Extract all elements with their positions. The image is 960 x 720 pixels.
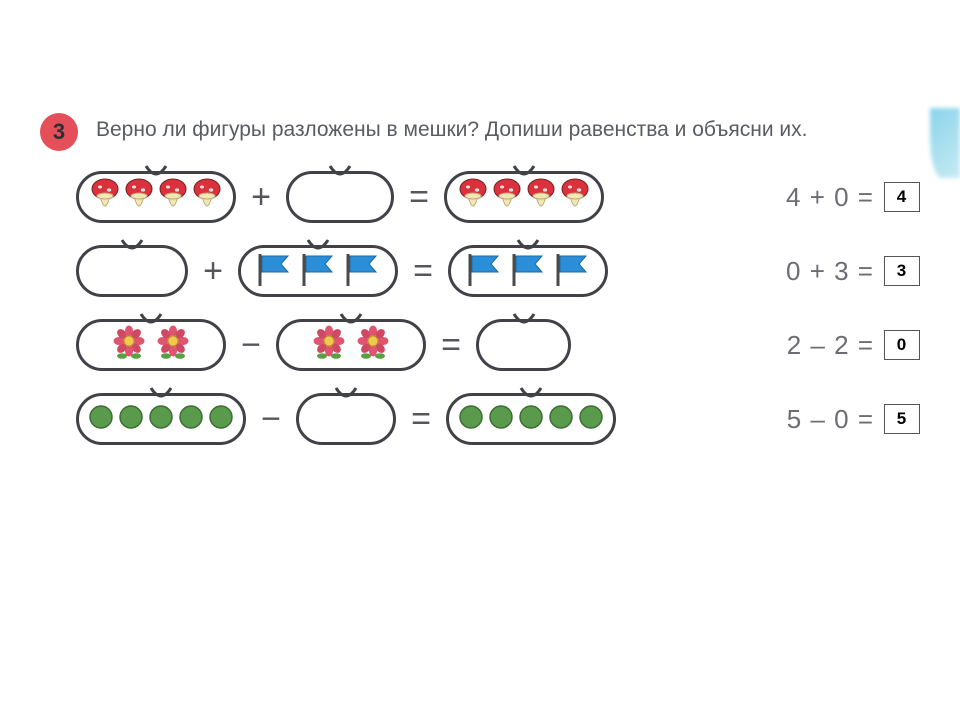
- circle-icon: [548, 404, 574, 435]
- answer-box[interactable]: 3: [884, 256, 920, 286]
- bag-c: [446, 393, 616, 445]
- numeric-equation: 4 + 0 = 4: [786, 182, 920, 213]
- circle-icon: [148, 404, 174, 435]
- numeric-equation: 2 – 2 = 0: [787, 330, 920, 361]
- decorative-corner: [930, 108, 960, 178]
- worksheet: 3 Верно ли фигуры разложены в мешки? Доп…: [0, 0, 960, 720]
- bag-a: [76, 171, 236, 223]
- flower-icon: [309, 323, 349, 368]
- circle-icon: [518, 404, 544, 435]
- operator: +: [198, 252, 228, 291]
- answer-box[interactable]: 0: [884, 330, 920, 360]
- flag-icon: [552, 250, 592, 293]
- equation-expression: 0 + 3 =: [786, 256, 874, 287]
- circle-icon: [88, 404, 114, 435]
- equation-row: − = 2 – 2 = 0: [76, 319, 920, 371]
- bag-tie-icon: [519, 386, 543, 400]
- answer-box[interactable]: 5: [884, 404, 920, 434]
- bag-c: [476, 319, 571, 371]
- badge-number: 3: [53, 119, 65, 145]
- bag-tie-icon: [149, 386, 173, 400]
- equation-expression: 2 – 2 =: [787, 330, 874, 361]
- bag-b: [276, 319, 426, 371]
- mushroom-icon: [458, 176, 488, 219]
- question-header: 3 Верно ли фигуры разложены в мешки? Доп…: [40, 115, 920, 151]
- bag-b: [296, 393, 396, 445]
- bag-tie-icon: [334, 386, 358, 400]
- bag-c: [444, 171, 604, 223]
- bag-b: [286, 171, 394, 223]
- equals-sign: =: [404, 178, 434, 217]
- bag-tie-icon: [339, 312, 363, 326]
- operator: +: [246, 178, 276, 217]
- mushroom-icon: [158, 176, 188, 219]
- bag-tie-icon: [306, 238, 330, 252]
- bag-a: [76, 393, 246, 445]
- flag-icon: [342, 250, 382, 293]
- flag-icon: [508, 250, 548, 293]
- equals-sign: =: [406, 400, 436, 439]
- operator: −: [256, 400, 286, 439]
- equation-expression: 4 + 0 =: [786, 182, 874, 213]
- circle-icon: [178, 404, 204, 435]
- mushroom-icon: [192, 176, 222, 219]
- flag-icon: [464, 250, 504, 293]
- question-number-badge: 3: [40, 113, 78, 151]
- bag-tie-icon: [328, 164, 352, 178]
- bag-tie-icon: [512, 312, 536, 326]
- bag-b: [238, 245, 398, 297]
- circle-icon: [118, 404, 144, 435]
- mushroom-icon: [124, 176, 154, 219]
- equation-row: + = 0 + 3 = 3: [76, 245, 920, 297]
- flag-icon: [298, 250, 338, 293]
- circle-icon: [208, 404, 234, 435]
- equation-row: − = 5 – 0 = 5: [76, 393, 920, 445]
- answer-box[interactable]: 4: [884, 182, 920, 212]
- bag-tie-icon: [512, 164, 536, 178]
- circle-icon: [488, 404, 514, 435]
- bag-tie-icon: [144, 164, 168, 178]
- flower-icon: [353, 323, 393, 368]
- circle-icon: [458, 404, 484, 435]
- bag-tie-icon: [139, 312, 163, 326]
- equation-row: + = 4 + 0 = 4: [76, 171, 920, 223]
- equation-expression: 5 – 0 =: [787, 404, 874, 435]
- flower-icon: [109, 323, 149, 368]
- flag-icon: [254, 250, 294, 293]
- numeric-equation: 0 + 3 = 3: [786, 256, 920, 287]
- bag-tie-icon: [516, 238, 540, 252]
- bag-a: [76, 319, 226, 371]
- circle-icon: [578, 404, 604, 435]
- bag-a: [76, 245, 188, 297]
- mushroom-icon: [526, 176, 556, 219]
- equals-sign: =: [408, 252, 438, 291]
- mushroom-icon: [560, 176, 590, 219]
- mushroom-icon: [492, 176, 522, 219]
- question-text: Верно ли фигуры разложены в мешки? Допиш…: [96, 115, 807, 145]
- numeric-equation: 5 – 0 = 5: [787, 404, 920, 435]
- equals-sign: =: [436, 326, 466, 365]
- equation-rows: + = 4 + 0 = 4 + = 0 + 3 = 3 −: [40, 171, 920, 445]
- bag-c: [448, 245, 608, 297]
- mushroom-icon: [90, 176, 120, 219]
- operator: −: [236, 326, 266, 365]
- bag-tie-icon: [120, 238, 144, 252]
- flower-icon: [153, 323, 193, 368]
